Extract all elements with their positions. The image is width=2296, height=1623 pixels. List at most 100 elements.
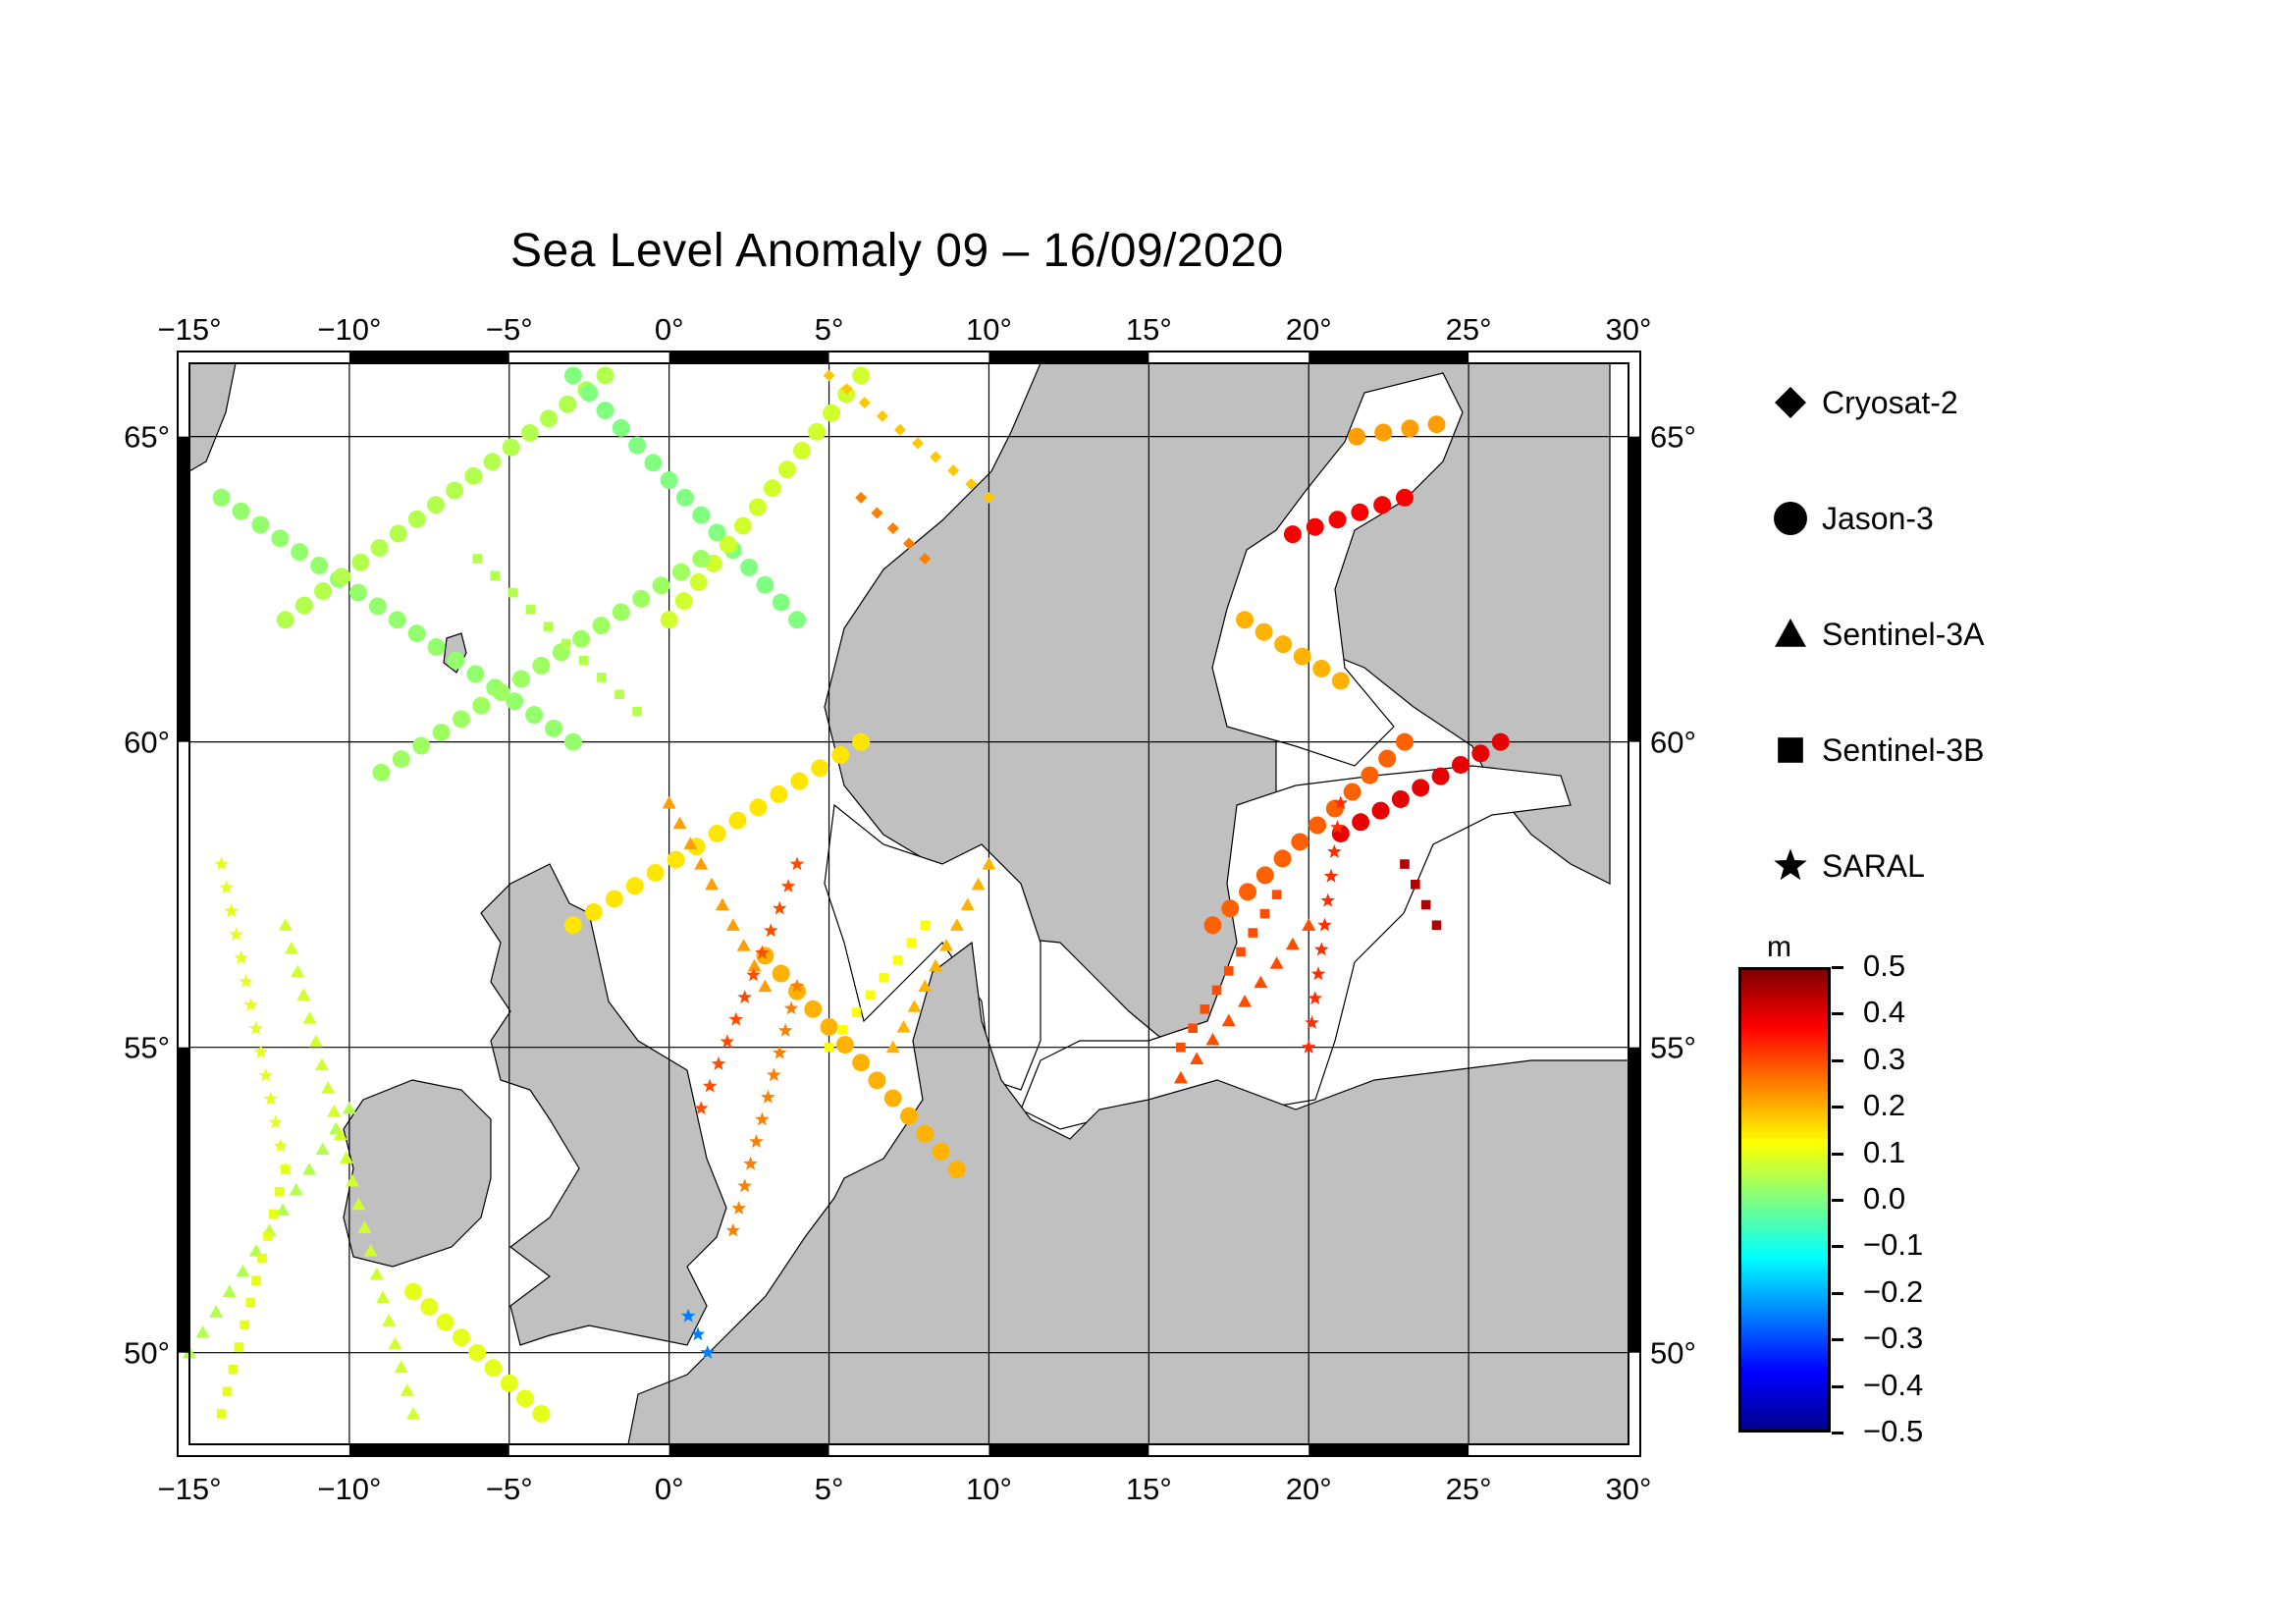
track-point — [507, 587, 518, 598]
track-point — [787, 611, 806, 629]
track-point — [906, 938, 917, 947]
track-point — [333, 1127, 347, 1141]
track-point — [837, 1025, 848, 1035]
track-point — [278, 1162, 294, 1176]
track-point — [789, 978, 805, 993]
track-point — [251, 515, 270, 534]
track-point — [363, 1244, 378, 1257]
track-point — [671, 563, 690, 581]
track-point — [694, 857, 709, 870]
colorbar-tick — [1832, 1338, 1843, 1342]
track-point — [1361, 766, 1379, 784]
track-point — [389, 524, 407, 543]
track-point — [820, 1017, 838, 1036]
track-point — [1333, 795, 1349, 810]
track-point — [1188, 1023, 1198, 1034]
track-point — [472, 696, 491, 715]
track-point — [357, 1220, 372, 1233]
track-point — [1427, 415, 1446, 434]
track-point — [540, 409, 559, 428]
track-point — [1471, 744, 1490, 763]
track-point — [725, 1222, 741, 1237]
circle-icon — [1767, 495, 1814, 542]
track-point — [900, 1107, 918, 1125]
frame-bar — [668, 1444, 829, 1456]
track-point — [755, 945, 770, 959]
lon-tick-label: 15° — [1126, 1472, 1172, 1506]
track-point — [348, 583, 367, 602]
track-point — [907, 1000, 922, 1012]
track-point — [749, 1134, 764, 1148]
colorbar-tick — [1832, 1291, 1843, 1295]
track-point — [1271, 890, 1282, 899]
track-point — [452, 710, 470, 729]
legend-label: Cryosat-2 — [1822, 384, 1958, 420]
lon-tick-label: −15° — [158, 312, 222, 347]
track-point — [596, 401, 614, 419]
track-point — [1320, 893, 1336, 907]
track-point — [432, 723, 451, 741]
track-point — [852, 366, 871, 385]
track-point — [690, 1326, 706, 1341]
track-point — [1343, 783, 1362, 801]
lat-tick-label: 60° — [1650, 726, 1696, 760]
colorbar-label: 0.3 — [1863, 1041, 1906, 1076]
lon-tick-label: 25° — [1446, 1472, 1492, 1506]
track-point — [965, 478, 978, 491]
track-point — [644, 454, 663, 472]
lon-tick-label: 0° — [655, 312, 684, 347]
track-point — [1431, 920, 1442, 931]
track-point — [1431, 767, 1450, 785]
track-point — [675, 488, 694, 507]
colorbar-label: 0.1 — [1863, 1134, 1906, 1169]
track-point — [351, 553, 370, 571]
track-point — [224, 903, 239, 918]
track-point — [216, 1409, 227, 1419]
track-point — [1312, 660, 1331, 678]
track-point — [689, 572, 708, 591]
track-point — [1211, 985, 1222, 996]
track-point — [982, 857, 996, 870]
track-point — [1348, 427, 1366, 446]
track-point — [407, 624, 426, 643]
lon-tick-label: −10° — [317, 312, 381, 347]
track-point — [789, 856, 805, 871]
track-point — [1283, 525, 1302, 544]
track-point — [345, 1173, 359, 1187]
great-britain-land — [480, 863, 727, 1346]
track-point — [896, 1019, 911, 1033]
colorbar-tick — [1832, 1384, 1843, 1388]
track-point — [268, 1114, 283, 1129]
track-point — [525, 605, 536, 615]
track-point — [755, 1111, 770, 1126]
track-point — [532, 1404, 551, 1423]
track-point — [692, 550, 711, 568]
track-point — [680, 1308, 696, 1323]
track-point — [605, 890, 623, 908]
track-point — [1255, 866, 1274, 885]
track-point — [1310, 966, 1326, 981]
track-point — [234, 1342, 244, 1352]
track-point — [868, 1071, 886, 1090]
track-point — [612, 603, 630, 622]
track-point — [749, 798, 768, 817]
track-point — [748, 498, 767, 516]
track-point — [369, 1267, 384, 1280]
track-point — [1236, 947, 1246, 957]
gulf-of-bothnia — [1211, 372, 1464, 767]
track-point — [291, 543, 309, 562]
colorbar-label: 0.4 — [1863, 995, 1906, 1030]
track-point — [559, 395, 577, 413]
track-point — [1236, 611, 1255, 629]
lon-tick-label: 5° — [815, 312, 844, 347]
track-point — [452, 1328, 470, 1347]
track-point — [222, 1386, 233, 1397]
track-point — [1223, 966, 1234, 976]
triangle-icon — [1767, 611, 1814, 658]
frame-bar — [178, 1047, 189, 1353]
colorbar-label: 0.0 — [1863, 1181, 1906, 1216]
track-point — [719, 535, 737, 554]
track-point — [392, 750, 410, 769]
track-point — [767, 1067, 781, 1082]
